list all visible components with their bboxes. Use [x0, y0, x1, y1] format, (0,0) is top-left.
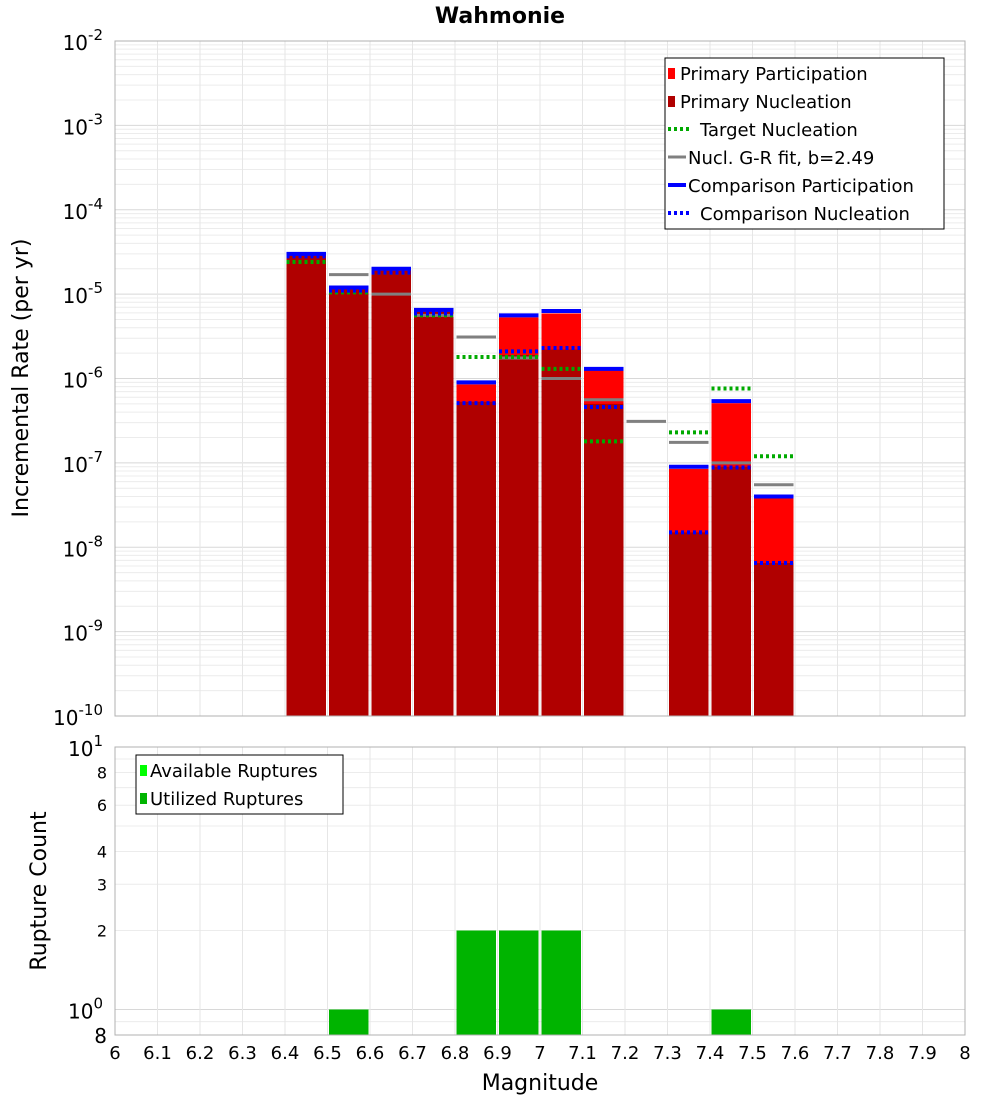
x-tick-label: 6.4 [271, 1043, 300, 1064]
legend-label-nucl-g-r-fit-b-2-49: Nucl. G-R fit, b=2.49 [688, 148, 874, 169]
top-y-axis-title: Incremental Rate (per yr) [9, 239, 34, 518]
bottom-plot-frame [114, 746, 966, 1036]
x-tick-label: 6 [109, 1043, 120, 1064]
legend-box [135, 754, 344, 815]
x-tick-label: 7.3 [653, 1043, 682, 1064]
x-tick-label: 7.4 [696, 1043, 725, 1064]
bar-primary-nucleation [499, 354, 539, 716]
chart-title: Wahmonie [435, 4, 565, 29]
x-tick-label: 8 [959, 1043, 970, 1064]
y-tick-label: 10-3 [63, 110, 103, 139]
x-tick-label: 6.7 [398, 1043, 427, 1064]
y-tick-label: 10-9 [63, 617, 103, 646]
x-tick-label: 7.6 [781, 1043, 810, 1064]
y-tick-label: 10-10 [53, 701, 103, 730]
legend-swatch-primary-nucleation [668, 96, 675, 107]
bar-primary-nucleation [414, 311, 454, 716]
x-tick-label: 6.2 [186, 1043, 215, 1064]
bar-primary-nucleation [371, 270, 411, 716]
x-tick-label: 7.8 [866, 1043, 895, 1064]
y-tick-label: 10-5 [63, 279, 103, 308]
y-tick-label: 100 [68, 995, 103, 1024]
bar-primary-nucleation [711, 466, 751, 716]
legend-label-primary-participation: Primary Participation [680, 64, 868, 85]
bottom-bars [329, 930, 751, 1035]
bar-utilized-ruptures [541, 930, 581, 1035]
legend-label-available-ruptures: Available Ruptures [150, 761, 318, 782]
y-tick-label: 101 [68, 732, 103, 761]
y-tick-label: 10-7 [63, 448, 103, 477]
bar-primary-nucleation [329, 289, 369, 716]
x-axis-title: Magnitude [482, 1071, 599, 1096]
x-tick-label: 7.7 [823, 1043, 852, 1064]
bar-utilized-ruptures [499, 930, 539, 1035]
bar-primary-nucleation [584, 403, 624, 716]
x-tick-label: 7.5 [738, 1043, 767, 1064]
bottom-legend: Available Ruptures Utilized Ruptures [135, 754, 344, 815]
x-tick-label: 6.5 [313, 1043, 342, 1064]
top-grid [114, 40, 966, 717]
y-tick-label: 3 [97, 875, 107, 894]
bar-utilized-ruptures [711, 1009, 751, 1035]
top-plot-frame [114, 40, 966, 717]
bottom-y-axis-title: Rupture Count [27, 811, 52, 971]
x-tick-label: 6.6 [356, 1043, 385, 1064]
y-tick-label: 8 [97, 763, 107, 782]
bar-primary-nucleation [286, 255, 326, 716]
legend-swatch-available-ruptures [140, 765, 147, 776]
y-tick-label: 4 [97, 842, 107, 861]
bar-primary-nucleation [456, 401, 496, 716]
y-tick-label: 10-8 [63, 532, 103, 561]
legend-swatch-primary-participation [668, 68, 675, 79]
x-tick-label: 6.3 [228, 1043, 257, 1064]
legend-label-primary-nucleation: Primary Nucleation [680, 92, 852, 113]
legend-label-comparison-nucleation: Comparison Nucleation [700, 204, 910, 225]
bottom-x-ticks: 6 6.1 6.2 6.3 6.4 6.5 6.6 6.7 6.8 6.9 7 7.1 7.2 7.3 7.… [109, 1043, 970, 1064]
x-tick-label: 6.8 [441, 1043, 470, 1064]
top-legend: Primary Participation Primary Nucleation T… [664, 57, 945, 230]
x-tick-label: 7 [534, 1043, 545, 1064]
x-tick-label: 6.9 [483, 1043, 512, 1064]
bar-primary-nucleation [541, 349, 581, 716]
legend-box [664, 57, 945, 230]
x-tick-label: 7.1 [568, 1043, 597, 1064]
y-tick-label: 2 [97, 922, 107, 941]
legend-label-utilized-ruptures: Utilized Ruptures [150, 789, 303, 810]
y-tick-label: 10-6 [63, 364, 103, 393]
y-tick-label: 6 [97, 796, 107, 815]
x-tick-label: 7.2 [611, 1043, 640, 1064]
legend-swatch-utilized-ruptures [140, 793, 147, 804]
legend-label-comparison-participation: Comparison Participation [688, 176, 914, 197]
y-tick-label: 8 [94, 1024, 107, 1048]
legend-label-target-nucleation: Target Nucleation [699, 120, 858, 141]
bar-primary-nucleation [754, 563, 794, 716]
bar-utilized-ruptures [456, 930, 496, 1035]
top-lines [286, 251, 794, 566]
y-tick-label: 10-2 [63, 26, 103, 55]
top-y-ticks: 10-10 10-9 10-8 10-7 10-6 10-5 10-4 10-3 10-2 [53, 26, 103, 730]
x-tick-label: 7.9 [908, 1043, 937, 1064]
x-tick-label: 6.1 [143, 1043, 172, 1064]
top-bars [286, 255, 794, 716]
y-tick-label: 10-4 [63, 195, 103, 224]
bar-utilized-ruptures [329, 1009, 369, 1035]
bar-primary-nucleation [669, 532, 709, 716]
